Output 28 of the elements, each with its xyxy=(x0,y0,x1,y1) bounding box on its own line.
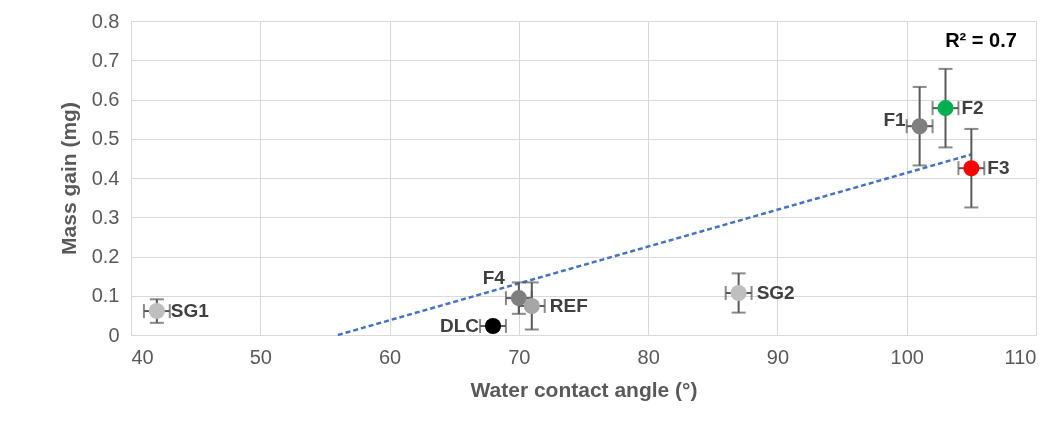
x-tick-label: 90 xyxy=(766,345,790,368)
annotation: R² = 0.7 xyxy=(945,29,1017,51)
annotation: F3 xyxy=(987,157,1010,179)
y-tick-label: 0.6 xyxy=(91,88,120,110)
x-tick-label: 50 xyxy=(249,345,272,368)
x-tick-label: 60 xyxy=(378,345,402,368)
annotation: F2 xyxy=(961,97,984,119)
x-tick-label: 110 xyxy=(1004,345,1037,368)
y-axis-title: Mass gain (mg) xyxy=(56,102,80,255)
annotation: SG2 xyxy=(756,282,795,303)
x-tick-label: 100 xyxy=(890,345,924,368)
y-tick-label: 0.4 xyxy=(91,166,120,189)
y-tick-label: 0.5 xyxy=(91,127,120,150)
annotation: SG1 xyxy=(170,300,210,322)
y-tick-label: 0.8 xyxy=(91,9,120,32)
x-tick-label: 80 xyxy=(637,345,660,368)
annotation: DLC xyxy=(439,314,480,336)
y-tick-label: 0.7 xyxy=(91,48,120,71)
annotation: F1 xyxy=(883,109,907,131)
y-tick-label: 0.1 xyxy=(91,284,120,307)
y-tick-label: 0 xyxy=(108,323,120,346)
x-axis-title: Water contact angle (°) xyxy=(470,377,698,401)
y-tick-label: 0.3 xyxy=(91,205,120,228)
annotation: F4 xyxy=(482,267,506,289)
annotation: REF xyxy=(549,294,588,316)
x-tick-label: 40 xyxy=(131,345,154,368)
y-tick-label: 0.2 xyxy=(91,245,120,267)
x-tick-label: 70 xyxy=(508,345,531,368)
